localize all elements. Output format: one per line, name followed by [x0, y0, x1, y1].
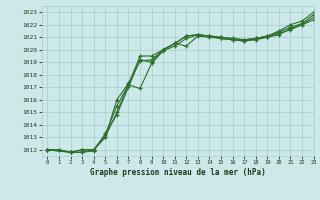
X-axis label: Graphe pression niveau de la mer (hPa): Graphe pression niveau de la mer (hPa) [90, 168, 266, 177]
